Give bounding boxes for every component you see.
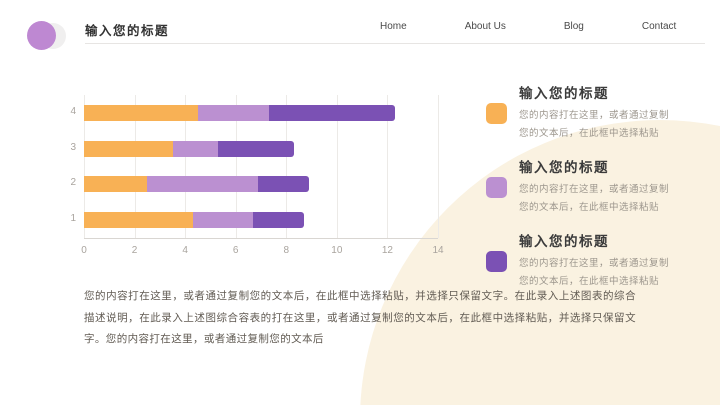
- bar-segment-series-3: [258, 176, 310, 193]
- legend-text: 输入您的标题您的内容打在这里，或者通过复制 您的文本后，在此框中选择粘贴: [519, 156, 669, 217]
- nav-item-blog[interactable]: Blog: [563, 21, 584, 32]
- legend-description-line: 您的文本后，在此框中选择粘贴: [519, 202, 660, 213]
- legend-description-line: 您的文本后，在此框中选择粘贴: [519, 276, 660, 287]
- bar-row: [84, 212, 304, 229]
- y-category-label: 3: [70, 141, 76, 153]
- legend-description-line: 您的文本后，在此框中选择粘贴: [519, 128, 660, 139]
- x-tick-label: 8: [283, 245, 290, 256]
- legend-swatch: [486, 251, 507, 272]
- bar-segment-series-2: [147, 176, 259, 193]
- bar-row: [84, 140, 294, 157]
- legend-text: 输入您的标题您的内容打在这里，或者通过复制 您的文本后，在此框中选择粘贴: [519, 230, 669, 291]
- logo-purple-circle: [27, 21, 56, 50]
- gridline: [336, 95, 338, 238]
- legend-swatch: [486, 177, 507, 198]
- nav-item-contact[interactable]: Contact: [641, 21, 677, 32]
- chart-legend: 输入您的标题 您的内容打在这里，或者通过复制 您的文本后，在此框中选择粘贴 输入您的标…: [486, 82, 701, 304]
- bar-segment-series-2: [172, 140, 218, 157]
- body-paragraph: 您的内容打在这里，或者通过复制您的文本后，在此框中选择粘贴，并选择只保留文字。在…: [84, 290, 636, 345]
- bar-segment-series-1: [84, 104, 198, 121]
- x-tick-label: 10: [331, 245, 343, 256]
- bar-segment-series-3: [253, 212, 304, 229]
- bar-segment-series-1: [84, 176, 148, 193]
- gridline: [84, 95, 85, 238]
- gridline: [185, 95, 187, 238]
- bar-row: [84, 104, 395, 121]
- legend-swatch: [486, 103, 507, 124]
- bar-segment-series-2: [192, 212, 254, 229]
- nav-item-about-us[interactable]: About Us: [464, 21, 506, 32]
- gridline: [387, 95, 389, 238]
- bar-row: [84, 176, 310, 193]
- legend-title: 输入您的标题: [519, 160, 609, 175]
- legend-item: 输入您的标题您的内容打在这里，或者通过复制 您的文本后，在此框中选择粘贴: [486, 156, 701, 217]
- header-divider: [85, 43, 705, 44]
- legend-item: 输入您的标题您的内容打在这里，或者通过复制 您的文本后，在此框中选择粘贴: [486, 82, 701, 143]
- x-tick-label: 6: [232, 245, 239, 256]
- bar-segment-series-3: [218, 140, 294, 157]
- x-tick-label: 2: [131, 245, 138, 256]
- top-nav: Home About Us Blog Contact: [380, 21, 676, 32]
- legend-description-line: 您的内容打在这里，或者通过复制: [519, 110, 670, 121]
- bar-segment-series-2: [197, 104, 269, 121]
- y-category-label: 2: [70, 177, 76, 189]
- gridline: [438, 95, 439, 238]
- legend-description-line: 您的内容打在这里，或者通过复制: [519, 258, 670, 269]
- x-tick-label: 4: [182, 245, 188, 256]
- gridline: [134, 95, 136, 238]
- bar-segment-series-1: [84, 212, 193, 229]
- x-axis-line: [84, 238, 438, 239]
- gridline: [235, 95, 237, 238]
- x-tick-label: 12: [381, 245, 393, 256]
- legend-title: 输入您的标题: [519, 86, 609, 101]
- x-tick-label: 0: [81, 245, 87, 256]
- bar-segment-series-3: [268, 104, 395, 121]
- y-category-label: 1: [70, 213, 76, 225]
- legend-description-line: 您的内容打在这里，或者通过复制: [519, 184, 670, 195]
- gridline: [286, 95, 288, 238]
- legend-item: 输入您的标题您的内容打在这里，或者通过复制 您的文本后，在此框中选择粘贴: [486, 230, 701, 291]
- bar-segment-series-1: [84, 140, 173, 157]
- legend-title: 输入您的标题: [519, 234, 609, 249]
- x-tick-label: 14: [432, 245, 444, 256]
- legend-text: 输入您的标题您的内容打在这里，或者通过复制 您的文本后，在此框中选择粘贴: [519, 82, 669, 143]
- nav-item-home[interactable]: Home: [380, 21, 407, 32]
- y-category-label: 4: [70, 105, 76, 117]
- chart-plot: 0 2 4 6 8 10 12 14 4 3 2 1: [70, 95, 444, 256]
- page-title: 输入您的标题: [85, 24, 170, 38]
